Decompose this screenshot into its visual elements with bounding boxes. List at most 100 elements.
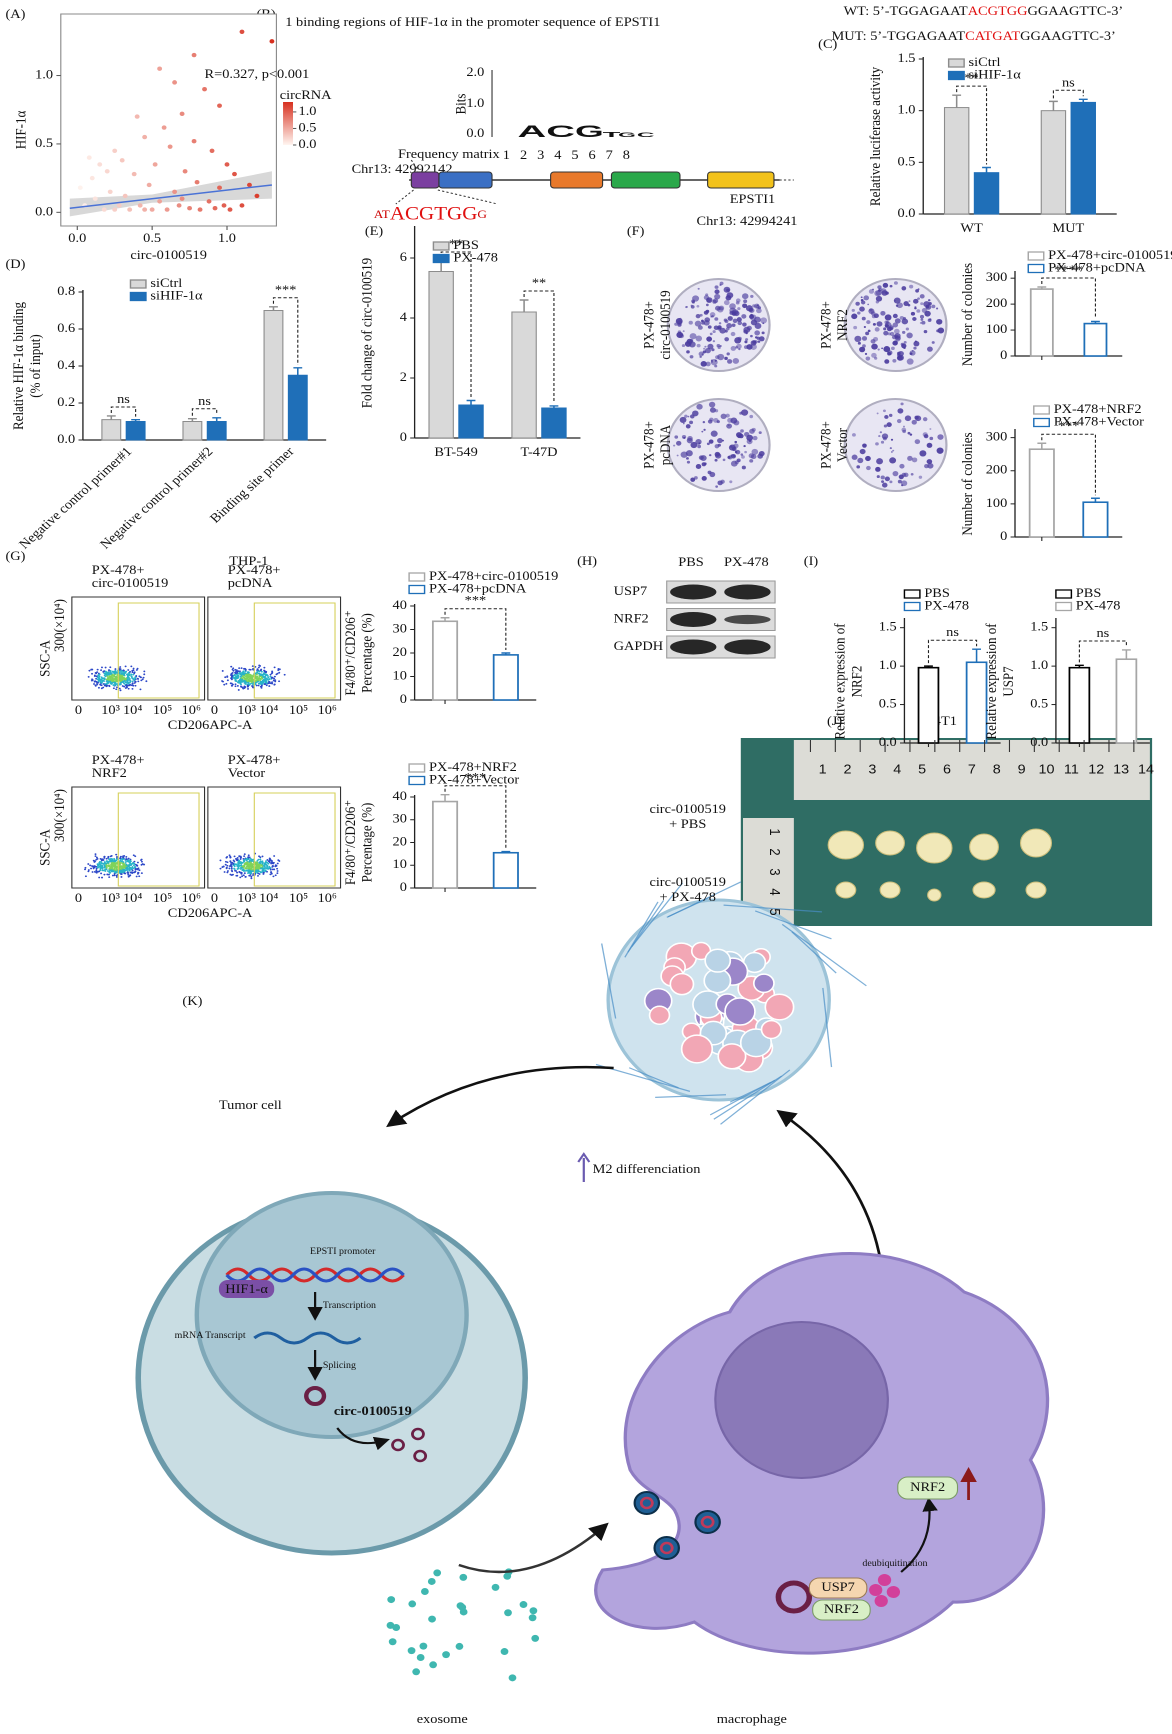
flow-event <box>122 671 125 673</box>
circ-rna <box>304 1386 327 1406</box>
flow-event <box>237 860 240 863</box>
colony <box>913 298 919 304</box>
colony <box>877 285 882 290</box>
flow-event <box>104 870 107 872</box>
colony <box>686 460 691 464</box>
colony <box>752 435 758 441</box>
error-bar <box>982 166 991 173</box>
colony <box>681 344 686 348</box>
flow-event <box>84 866 87 869</box>
matrix-label: Frequency matrix <box>398 147 500 161</box>
flow-event <box>106 681 109 684</box>
colony <box>883 327 887 331</box>
colony <box>871 314 876 319</box>
ruler-number: 5 <box>918 762 926 776</box>
colorbar-tick-label: 0.5 <box>299 120 317 134</box>
colony <box>730 346 736 351</box>
flow-event <box>105 685 108 688</box>
flow-event <box>90 679 93 682</box>
colony <box>707 343 714 350</box>
flow-event <box>111 874 114 877</box>
flow-event <box>239 856 242 859</box>
fiber <box>655 1094 727 1098</box>
flow-event <box>128 863 131 866</box>
colony <box>699 313 703 317</box>
y-tick-label: 0.6 <box>57 321 75 335</box>
colony <box>852 433 856 437</box>
colony <box>746 344 753 350</box>
flow-event <box>125 856 128 858</box>
flow-event <box>251 676 254 678</box>
legend-label: PX-478 <box>1076 598 1121 612</box>
colony <box>904 415 912 422</box>
colony <box>729 480 733 484</box>
flow-event <box>118 674 121 676</box>
exosome-dot <box>387 1596 396 1604</box>
significance-bracket <box>1052 89 1084 99</box>
flow-event <box>269 675 272 678</box>
colony <box>689 355 694 359</box>
flow-event <box>132 854 135 857</box>
sphere-cell <box>680 1034 714 1064</box>
lane-label: PBS <box>678 555 704 569</box>
exosome <box>633 1491 661 1515</box>
flow-event <box>99 861 102 863</box>
gene-box <box>438 171 493 189</box>
significance-bracket <box>956 85 988 165</box>
scatter-point <box>232 171 237 177</box>
logo-position: 1 <box>503 148 510 162</box>
fiber <box>628 1067 679 1089</box>
colony <box>719 345 722 347</box>
y-tick-label: 10 <box>393 857 408 871</box>
colony <box>909 284 914 289</box>
colony <box>734 440 738 444</box>
mut-sequence: MUT: 5’-TGGAGAATCATGATGGAAGTTC-3’ <box>831 29 1115 43</box>
colony <box>870 339 876 344</box>
colony <box>925 314 928 316</box>
colony <box>851 308 855 312</box>
colony <box>892 340 898 346</box>
flow-event <box>235 680 238 682</box>
y-tick-label: 1.5 <box>1030 619 1048 633</box>
flow-event <box>238 870 241 873</box>
colony <box>913 346 917 350</box>
flow-event <box>95 867 98 870</box>
band <box>670 639 717 655</box>
nrf2-up-box <box>897 1476 959 1500</box>
colony <box>897 479 902 484</box>
flow-event <box>98 865 101 868</box>
flow-event <box>95 856 98 859</box>
colony <box>857 311 861 315</box>
flow-event <box>106 678 109 681</box>
bar <box>182 421 203 441</box>
legend-swatch <box>1027 251 1045 261</box>
flow-event <box>101 679 104 682</box>
exosome-dot <box>419 1642 428 1650</box>
flow-event <box>242 874 245 877</box>
flow-event <box>273 683 276 686</box>
colony <box>710 430 718 437</box>
colony <box>741 314 747 319</box>
flow-event <box>115 876 118 878</box>
logo-position: 7 <box>606 148 613 162</box>
flow-event <box>120 861 123 864</box>
row-label: circ-0100519 <box>649 875 726 889</box>
flow-event <box>226 864 229 867</box>
significance-bracket <box>444 608 507 650</box>
plate-label: PX-478+ <box>818 421 834 469</box>
gene-box <box>550 171 604 189</box>
cell-line: THP-1 <box>229 554 268 568</box>
flow-event <box>126 686 129 688</box>
significance-bracket <box>272 297 299 365</box>
colony <box>876 412 879 415</box>
y-tick-label: 0.5 <box>898 154 916 168</box>
flow-event <box>133 862 136 865</box>
colony <box>711 315 714 318</box>
flow-event <box>96 682 99 684</box>
flow-event <box>272 679 275 682</box>
y-tick-label: 10 <box>393 668 408 682</box>
colony <box>719 283 722 286</box>
panel-label: (I) <box>804 554 818 569</box>
flow-event <box>256 670 259 673</box>
significance-label: *** <box>465 593 487 607</box>
